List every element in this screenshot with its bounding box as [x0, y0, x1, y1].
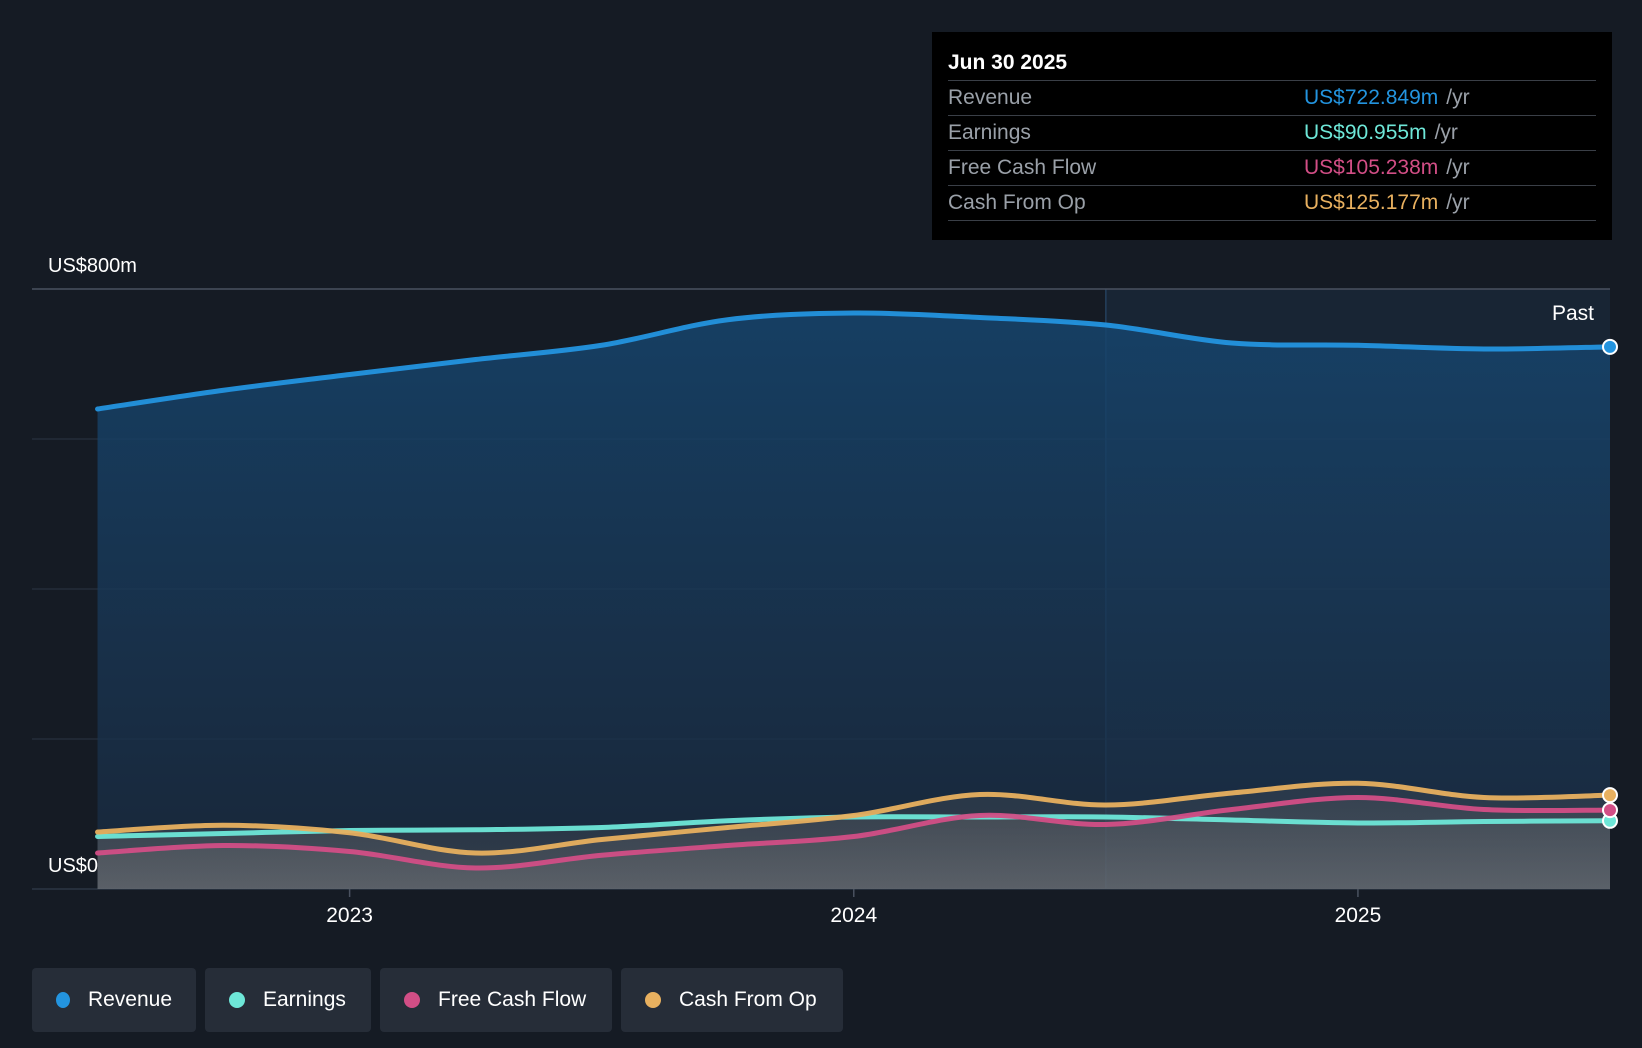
tooltip-row-earnings: Earnings US$90.955m /yr [948, 116, 1596, 151]
legend-label: Free Cash Flow [438, 988, 587, 1011]
endpoint-free-cash-flow [1602, 802, 1618, 819]
tooltip-row-cash-from-op: Cash From Op US$125.177m /yr [948, 186, 1596, 221]
line-cash-from-op [95, 780, 1613, 856]
legend-label: Cash From Op [679, 988, 817, 1011]
tooltip-date: Jun 30 2025 [948, 46, 1596, 81]
financial-chart: 2023 2024 2025 US$800m US$0 Past [32, 255, 1618, 927]
tooltip-row-free-cash-flow: Free Cash Flow US$105.238m /yr [948, 151, 1596, 186]
legend-dot-icon [229, 992, 245, 1008]
tooltip-panel: Jun 30 2025 Revenue US$722.849m /yr Earn… [932, 32, 1612, 240]
tooltip-unit: /yr [1446, 86, 1470, 109]
tooltip-unit: /yr [1446, 191, 1470, 214]
tooltip-value: US$125.177m [1304, 191, 1439, 214]
legend-item-free-cash-flow[interactable]: Free Cash Flow [380, 968, 612, 1032]
x-tick-label: 2023 [326, 904, 373, 927]
legend-dot-icon [645, 992, 661, 1008]
legend-dot-icon [56, 992, 70, 1008]
tooltip-label: Revenue [948, 86, 1033, 109]
x-tick-label: 2024 [830, 904, 877, 927]
legend-item-cash-from-op[interactable]: Cash From Op [621, 968, 843, 1032]
x-tick-label: 2025 [1335, 904, 1382, 927]
legend-label: Revenue [87, 988, 172, 1011]
legend-dot-icon [404, 992, 420, 1008]
line-revenue [95, 310, 1613, 412]
endpoint-revenue [1602, 338, 1618, 355]
legend-item-revenue[interactable]: Revenue [32, 968, 196, 1032]
y-axis-top-label: US$800m [48, 255, 137, 277]
past-label: Past [1552, 302, 1594, 325]
tooltip-label: Earnings [948, 121, 1031, 144]
tooltip-row-revenue: Revenue US$722.849m /yr [948, 81, 1596, 116]
endpoint-cash-from-op [1602, 787, 1618, 804]
area-revenue [97, 312, 1611, 890]
tooltip-value: US$722.849m [1304, 86, 1439, 109]
tooltip-label: Cash From Op [948, 191, 1086, 214]
chart-legend: Revenue Earnings Free Cash Flow Cash Fro… [32, 968, 843, 1032]
tooltip-value: US$90.955m [1304, 121, 1427, 144]
tooltip-value: US$105.238m [1304, 156, 1439, 179]
legend-label: Earnings [263, 988, 346, 1011]
legend-item-earnings[interactable]: Earnings [205, 968, 371, 1032]
line-free-cash-flow [95, 794, 1613, 871]
tooltip-label: Free Cash Flow [948, 156, 1097, 179]
y-axis-bottom-label: US$0 [48, 855, 98, 877]
tooltip-unit: /yr [1446, 156, 1470, 179]
tooltip-unit: /yr [1434, 121, 1458, 144]
